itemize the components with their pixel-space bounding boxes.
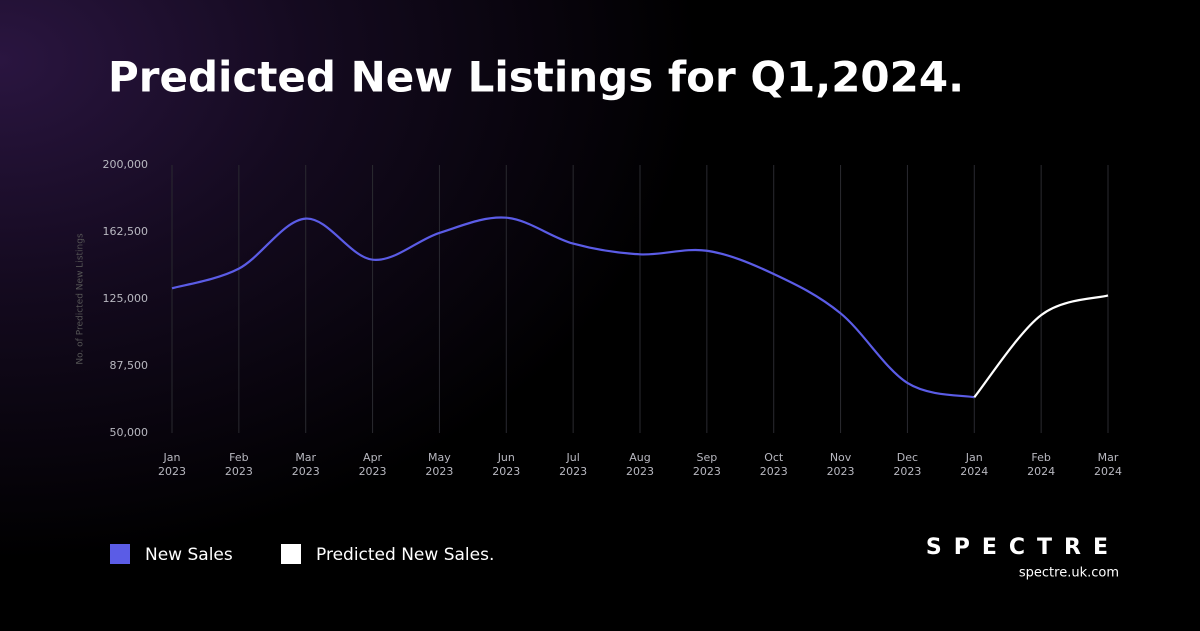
x-tick-label: Aug 2023 bbox=[626, 451, 654, 478]
x-tick-label: Jun 2023 bbox=[492, 451, 521, 478]
x-tick-label: Oct 2023 bbox=[759, 451, 788, 478]
legend-swatch bbox=[110, 544, 130, 564]
series-line bbox=[973, 294, 1109, 398]
y-axis-label: No. of Predicted New Listings bbox=[76, 233, 86, 365]
legend-label: Predicted New Sales. bbox=[316, 545, 494, 565]
y-tick-label: 50,000 bbox=[110, 426, 149, 439]
chart-title: Predicted New Listings for Q1,2024. bbox=[108, 53, 964, 102]
x-tick-label: Dec 2023 bbox=[893, 451, 922, 478]
x-tick-label: Mar 2024 bbox=[1094, 451, 1122, 478]
y-tick-label: 87,500 bbox=[110, 359, 149, 372]
series-line bbox=[171, 216, 975, 399]
x-tick-label: Jul 2023 bbox=[559, 451, 588, 478]
y-tick-label: 125,000 bbox=[103, 292, 149, 305]
x-tick-label: Nov 2023 bbox=[826, 451, 855, 478]
legend-swatch bbox=[281, 544, 301, 564]
brand-name: SPECTRE bbox=[926, 535, 1120, 560]
x-tick-label: Mar 2023 bbox=[291, 451, 320, 478]
y-tick-label: 200,000 bbox=[103, 158, 149, 171]
brand-url: spectre.uk.com bbox=[1019, 566, 1119, 581]
x-tick-label: Apr 2023 bbox=[358, 451, 387, 478]
x-tick-label: Feb 2023 bbox=[224, 451, 253, 478]
x-tick-label: Jan 2023 bbox=[158, 451, 186, 478]
x-tick-label: Jan 2024 bbox=[960, 451, 989, 478]
x-tick-label: Feb 2024 bbox=[1027, 451, 1056, 478]
legend-label: New Sales bbox=[145, 545, 233, 565]
x-tick-label: May 2023 bbox=[425, 451, 454, 478]
y-tick-label: 162,500 bbox=[103, 225, 149, 238]
x-tick-label: Sep 2023 bbox=[692, 451, 721, 478]
